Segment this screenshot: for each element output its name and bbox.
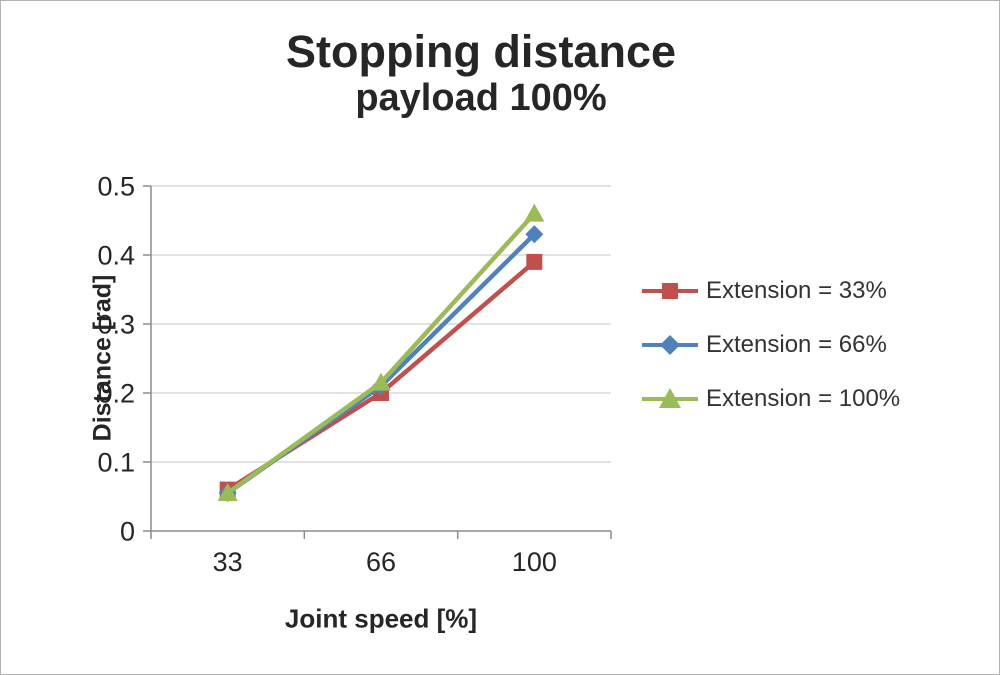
y-tick-label: 0 [120, 516, 135, 546]
y-tick-label: 0.3 [97, 309, 135, 339]
square-marker-icon [526, 253, 543, 270]
triangle-marker-icon [659, 388, 681, 408]
square-marker-icon [662, 283, 678, 299]
triangle-marker-icon [524, 203, 545, 222]
y-tick-label: 0.2 [97, 378, 135, 408]
title-block: Stopping distance payload 100% [1, 26, 961, 120]
legend-sample-extension-33 [642, 283, 698, 299]
y-tick-label: 0.5 [97, 171, 135, 201]
x-tick-label: 100 [512, 547, 557, 577]
diamond-marker-icon [660, 335, 680, 355]
legend-item: Extension = 100% [641, 385, 900, 413]
legend: Extension = 33% Extension = 66% Extensio… [641, 277, 900, 413]
x-tick-label: 33 [213, 547, 243, 577]
x-axis-title: Joint speed [%] [284, 603, 478, 634]
series-line [226, 212, 536, 495]
legend-label: Extension = 66% [706, 331, 887, 358]
legend-sample-extension-100 [642, 388, 698, 408]
legend-sample-extension-66 [642, 335, 698, 355]
chart-title: Stopping distance [285, 26, 676, 77]
y-tick-label: 0.4 [97, 240, 135, 270]
y-tick-label: 0.1 [97, 447, 135, 477]
triangle-marker-icon [217, 483, 238, 502]
x-tick-label: 66 [366, 547, 396, 577]
legend-item: Extension = 33% [641, 277, 900, 305]
series-line [226, 232, 536, 495]
legend-label: Extension = 33% [706, 277, 887, 304]
chart-subtitle: payload 100% [355, 77, 607, 120]
y-axis-title: Distance [rad] [88, 274, 117, 442]
legend-label: Extension = 100% [706, 385, 901, 412]
legend-item: Extension = 66% [641, 331, 900, 359]
diamond-marker-icon [525, 225, 544, 244]
triangle-marker-icon [371, 372, 391, 391]
